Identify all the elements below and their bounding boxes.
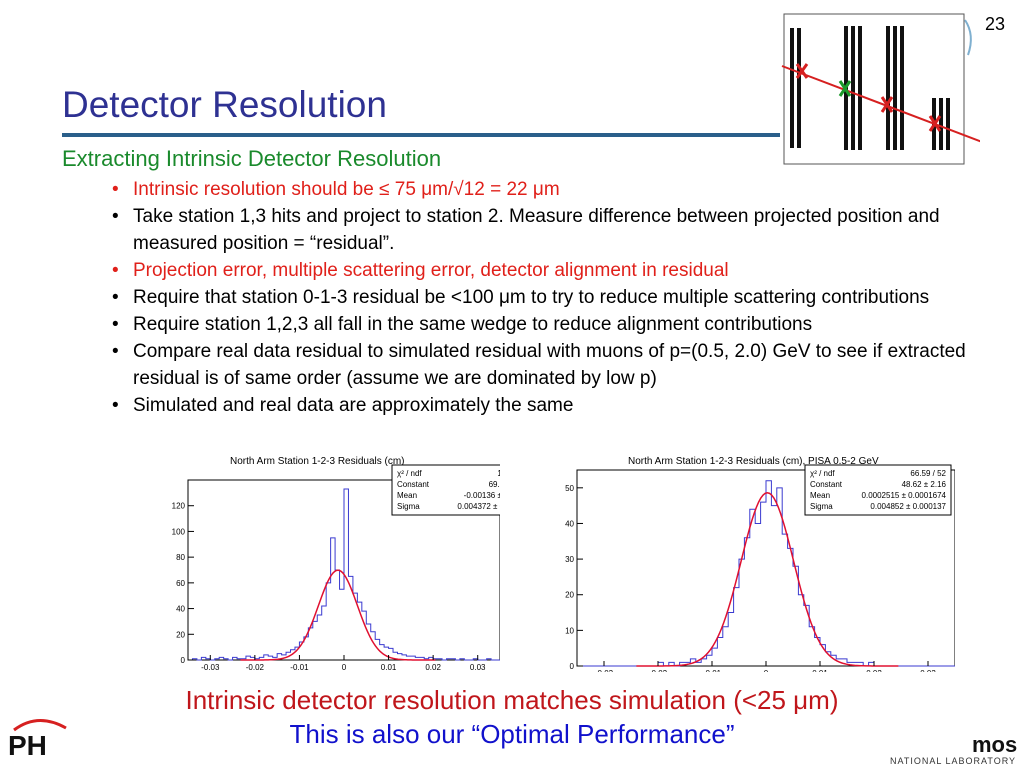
bullet-item: • Projection error, multiple scattering e… <box>112 257 992 284</box>
y-tick-label: 60 <box>176 579 185 588</box>
x-tick-label: -0.02 <box>649 669 668 672</box>
diagram-frame <box>783 13 965 165</box>
lab-logo: mos <box>972 732 1018 757</box>
hit-marker-station-2 <box>880 96 894 113</box>
bullet-text: Require station 1,2,3 all fall in the sa… <box>133 314 813 335</box>
conclusion-line-1: Intrinsic detector resolution matches si… <box>185 685 839 715</box>
y-tick-label: 40 <box>565 519 574 528</box>
stats-box-frame <box>391 464 500 516</box>
stats-value: 195.4 / 71 <box>497 469 500 478</box>
bullet-item: • Require that station 0-1-3 residual be … <box>112 284 992 311</box>
bullet-item: • Intrinsic resolution should be ≤ 75 μm/… <box>112 176 992 203</box>
stats-label: Mean <box>397 491 417 500</box>
bullet-dot: • <box>112 314 119 335</box>
stats-value: 48.62 ± 2.16 <box>902 480 947 489</box>
bullet-dot: • <box>112 341 119 362</box>
x-tick-label: 0.03 <box>920 669 936 672</box>
lab-logo-subtitle: NATIONAL LABORATORY <box>890 756 1017 766</box>
bullet-text: Simulated and real data are approximatel… <box>133 395 574 416</box>
x-tick-label: 0 <box>342 663 347 672</box>
bullet-text: Require that station 0-1-3 residual be <… <box>133 287 930 308</box>
station-0 <box>790 28 801 148</box>
chart-title: North Arm Station 1-2-3 Residuals (cm) <box>230 456 405 467</box>
hit-marker-station-1 <box>838 80 852 97</box>
stats-box-frame <box>804 464 952 516</box>
stats-label: Mean <box>810 491 830 500</box>
y-tick-label: 100 <box>172 527 186 536</box>
stats-label: χ² / ndf <box>810 469 835 478</box>
bullet-text: Take station 1,3 hits and project to sta… <box>133 206 940 254</box>
y-tick-label: 50 <box>565 484 574 493</box>
y-tick-label: 120 <box>172 502 186 511</box>
stats-value: 0.004852 ± 0.000137 <box>870 502 946 511</box>
page-title: Detector Resolution <box>62 84 387 125</box>
x-tick-label: -0.02 <box>246 663 265 672</box>
x-tick-label: 0 <box>764 669 769 672</box>
station-2 <box>886 26 904 150</box>
bullet-dot: • <box>112 287 119 308</box>
x-tick-label: -0.03 <box>201 663 220 672</box>
x-tick-label: 0.01 <box>381 663 397 672</box>
x-tick-label: 0.03 <box>470 663 486 672</box>
y-tick-label: 0 <box>181 656 186 665</box>
bullet-item: • Simulated and real data are approximate… <box>112 392 992 419</box>
subtitle: Extracting Intrinsic Detector Resolution <box>62 146 442 171</box>
phenix-logo-arc <box>13 719 67 732</box>
diagram-arc <box>964 19 972 56</box>
stats-value: 66.59 / 52 <box>910 469 946 478</box>
detector-diagram <box>781 13 980 165</box>
stats-value: -0.00136 ± 0.00013 <box>464 491 500 500</box>
bullet-text: Projection error, multiple scattering er… <box>133 260 729 281</box>
bullet-dot: • <box>112 206 119 227</box>
y-tick-label: 30 <box>565 555 574 564</box>
bullet-text: Compare real data residual to simulated … <box>133 341 966 389</box>
bullet-dot: • <box>112 179 119 200</box>
stats-label: Sigma <box>397 502 420 511</box>
y-tick-label: 0 <box>570 662 575 671</box>
x-tick-label: 0.02 <box>425 663 441 672</box>
stats-label: χ² / ndf <box>397 469 422 478</box>
x-tick-label: 0.02 <box>866 669 882 672</box>
stats-label: Constant <box>810 480 843 489</box>
histogram-simulation: North Arm Station 1-2-3 Residuals (cm), … <box>565 456 955 672</box>
bullet-dot: • <box>112 395 119 416</box>
stats-label: Constant <box>397 480 430 489</box>
gaussian-fit-line <box>636 491 899 667</box>
conclusion-line-2: This is also our “Optimal Performance” <box>289 719 735 749</box>
x-tick-label: -0.03 <box>595 669 614 672</box>
y-tick-label: 40 <box>176 605 185 614</box>
stats-value: 69.86 ± 2.97 <box>489 480 500 489</box>
x-tick-label: -0.01 <box>703 669 722 672</box>
x-tick-label: 0.01 <box>812 669 828 672</box>
y-tick-label: 20 <box>565 591 574 600</box>
y-tick-label: 20 <box>176 630 185 639</box>
slide-number: 23 <box>985 14 1006 34</box>
bullet-text: Intrinsic resolution should be ≤ 75 μm/√… <box>133 179 560 200</box>
stats-value: 0.004372 ± 0.000131 <box>457 502 500 511</box>
bullet-dot: • <box>112 260 119 281</box>
stats-box: χ² / ndf 66.59 / 52 Constant 48.62 ± 2.16 Me… <box>804 464 952 516</box>
bullet-item: • Take station 1,3 hits and project to st… <box>112 203 992 257</box>
histogram-real-data: North Arm Station 1-2-3 Residuals (cm) -0… <box>172 456 500 672</box>
hit-marker-station-0 <box>795 63 809 79</box>
hit-marker-station-3 <box>928 115 942 132</box>
bullet-list: • Intrinsic resolution should be ≤ 75 μm/… <box>112 176 992 419</box>
y-tick-label: 80 <box>176 553 185 562</box>
title-rule <box>62 133 780 137</box>
bullet-item: • Require station 1,2,3 all fall in the s… <box>112 311 992 338</box>
phenix-logo: PH <box>8 730 47 761</box>
bullet-item: • Compare real data residual to simulated… <box>112 338 992 392</box>
x-tick-label: -0.01 <box>290 663 309 672</box>
gaussian-fit-line <box>240 569 436 661</box>
chart-title: North Arm Station 1-2-3 Residuals (cm), … <box>628 456 879 467</box>
stats-value: 0.0002515 ± 0.0001674 <box>862 491 947 500</box>
stats-label: Sigma <box>810 502 833 511</box>
y-tick-label: 10 <box>565 626 574 635</box>
stats-box: χ² / ndf 195.4 / 71 Constant 69.86 ± 2.97 Me… <box>391 464 500 516</box>
